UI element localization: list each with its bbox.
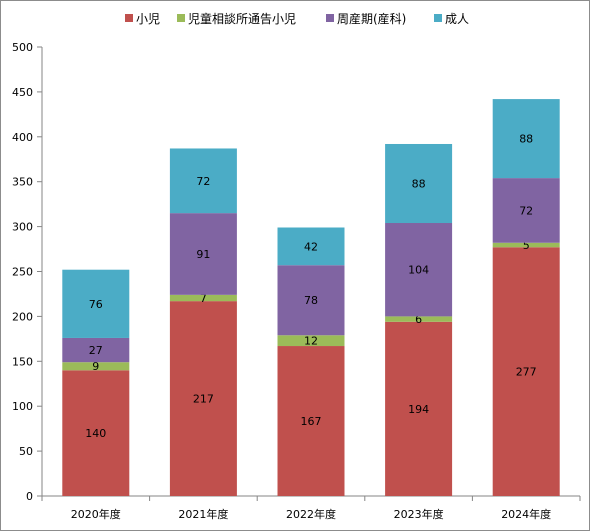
data-label: 277 [516,366,537,379]
bar-segment [492,178,560,243]
y-tick-label: 400 [12,131,33,144]
data-label: 76 [89,298,103,311]
bar-segment [277,335,345,347]
data-label: 217 [193,393,214,406]
bar-segment [385,143,453,224]
y-tick-label: 50 [19,445,33,458]
legend-swatch [177,14,185,22]
bar-segment [385,321,453,496]
bar-segment [169,294,237,302]
data-label: 12 [304,335,318,348]
y-tick-label: 350 [12,176,33,189]
bar-segment [492,247,560,496]
bar-segment [62,337,130,363]
data-label: 140 [85,427,106,440]
legend-swatch [326,14,334,22]
x-tick-label: 2024年度 [501,507,551,521]
bar-segment [385,316,453,322]
bar-segment [169,148,237,214]
y-tick-label: 100 [12,400,33,413]
bar-segment [277,227,345,266]
x-tick-label: 2020年度 [71,507,121,521]
legend-label: 児童相談所通告小児 [188,11,296,26]
x-tick-label: 2023年度 [394,507,444,521]
bar-segment [492,242,560,248]
data-label: 91 [196,248,210,261]
bar-segment [62,362,130,371]
bar-segment [62,370,130,496]
bar-segment [277,265,345,336]
data-label: 78 [304,294,318,307]
legend-swatch [434,14,442,22]
data-label: 9 [92,360,99,373]
data-label: 167 [301,415,322,428]
x-tick-label: 2021年度 [178,507,228,521]
data-label: 27 [89,344,103,357]
y-tick-label: 200 [12,310,33,323]
bar-segment [277,346,345,496]
data-label: 5 [523,239,530,252]
legend-swatch [125,14,133,22]
data-label: 88 [519,133,533,146]
legend-label: 成人 [445,12,469,26]
data-label: 7 [200,292,207,305]
y-tick-label: 500 [12,41,33,54]
data-label: 6 [415,313,422,326]
y-tick-label: 450 [12,86,33,99]
bar-segment [62,269,130,338]
y-tick-label: 250 [12,266,33,279]
data-label: 104 [408,264,429,277]
bar-segment [169,301,237,496]
y-tick-label: 0 [26,490,33,503]
bar-segment [492,99,560,179]
bar-segment [169,213,237,295]
legend-label: 周産期(産科) [337,11,406,26]
data-label: 194 [408,403,429,416]
data-label: 88 [412,177,426,190]
data-label: 72 [519,204,533,217]
data-label: 72 [196,175,210,188]
x-tick-label: 2022年度 [286,507,336,521]
y-tick-label: 150 [12,355,33,368]
data-label: 42 [304,240,318,253]
legend-label: 小児 [136,12,160,26]
bar-segment [385,223,453,317]
y-tick-label: 300 [12,221,33,234]
